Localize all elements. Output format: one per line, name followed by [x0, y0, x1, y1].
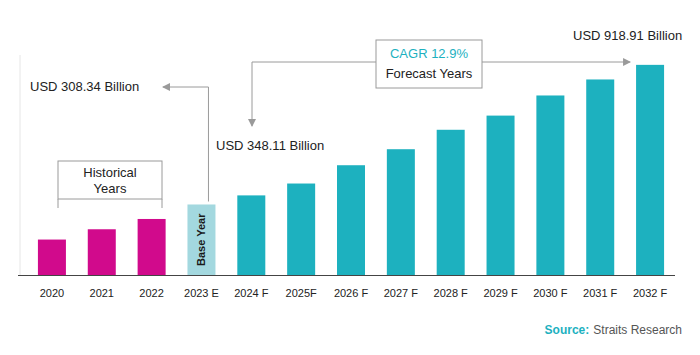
category-label: 2022 [139, 287, 163, 299]
historical-label: Years [94, 181, 127, 196]
baseline [18, 275, 675, 276]
source-text: Straits Research [593, 323, 682, 337]
bar [38, 240, 66, 275]
bar [237, 195, 265, 275]
category-label: 2032 F [633, 287, 668, 299]
bar [287, 184, 315, 275]
forecast-label: Forecast Years [386, 66, 473, 81]
category-label: 2030 F [533, 287, 568, 299]
cagr-label: CAGR 12.9% [390, 46, 468, 61]
source-label: Source: [545, 323, 590, 337]
category-label: 2031 F [583, 287, 618, 299]
bar [387, 149, 415, 275]
category-label: 2021 [90, 287, 114, 299]
historical-label: Historical [83, 165, 137, 180]
category-label: 2023 E [184, 287, 219, 299]
bar [437, 130, 465, 275]
base-year-label: Base Year [195, 213, 207, 266]
bar [536, 95, 564, 275]
bar [487, 116, 515, 275]
category-label: 2020 [40, 287, 64, 299]
category-label: 2024 F [234, 287, 269, 299]
historical-box [58, 161, 162, 199]
value-label: USD 308.34 Billion [30, 79, 139, 94]
cagr-arrow [252, 62, 376, 126]
bar [88, 229, 116, 275]
bar [138, 219, 166, 275]
bar [337, 165, 365, 275]
value-label: USD 918.91 Billion [573, 28, 682, 43]
historical-bracket [162, 199, 163, 208]
bar [636, 65, 664, 275]
category-label: 2027 F [384, 287, 419, 299]
historical-bracket [58, 199, 59, 208]
bar [187, 204, 215, 275]
category-label: 2026 F [334, 287, 369, 299]
bar [586, 79, 614, 275]
category-label: 2025F [286, 287, 317, 299]
category-label: 2029 F [483, 287, 518, 299]
value-axis-line [20, 55, 21, 275]
category-label: 2028 F [434, 287, 469, 299]
value-label-arrow [163, 87, 208, 201]
value-label: USD 348.11 Billion [216, 138, 324, 153]
cagr-arrow [482, 62, 630, 63]
bars [38, 65, 664, 275]
cagr-box [376, 40, 482, 88]
chart: 2020 2021 2022 2023 E 2024 F 2025F 2026 F 2027 … [0, 0, 700, 355]
source: Source:Straits Research [545, 323, 682, 337]
